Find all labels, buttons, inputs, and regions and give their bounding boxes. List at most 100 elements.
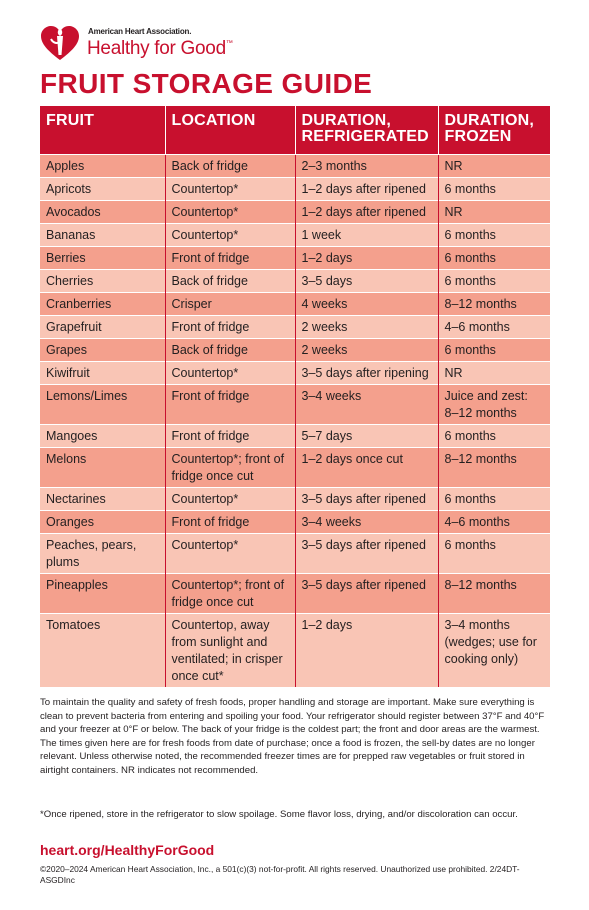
cell-refrigerated: 5–7 days: [294, 424, 438, 448]
table-row: Berries Front of fridge 1–2 days 6 months: [40, 246, 550, 270]
cell-refrigerated: 3–5 days after ripened: [294, 487, 438, 511]
cell-refrigerated: 3–4 weeks: [294, 510, 438, 534]
cell-location: Countertop, away from sunlight and venti…: [164, 613, 295, 687]
table-row: Cranberries Crisper 4 weeks 8–12 months: [40, 292, 550, 316]
header-fruit: FRUIT: [40, 106, 165, 155]
cell-fruit: Grapefruit: [40, 315, 165, 339]
cell-location: Front of fridge: [164, 510, 295, 534]
cell-location: Front of fridge: [164, 315, 295, 339]
cell-fruit: Apricots: [40, 177, 165, 201]
cell-frozen: 6 months: [437, 487, 550, 511]
table-row: Grapes Back of fridge 2 weeks 6 months: [40, 338, 550, 362]
cell-refrigerated: 1–2 days: [294, 246, 438, 270]
cell-frozen: 6 months: [437, 177, 550, 201]
cell-frozen: 6 months: [437, 246, 550, 270]
cell-location: Back of fridge: [164, 338, 295, 362]
cell-fruit: Bananas: [40, 223, 165, 247]
cell-location: Back of fridge: [164, 269, 295, 293]
cell-location: Countertop*: [164, 200, 295, 224]
cell-frozen: 8–12 months: [437, 292, 550, 316]
header-refrigerated: DURATION, REFRIGERATED: [294, 106, 438, 155]
cell-fruit: Avocados: [40, 200, 165, 224]
cell-refrigerated: 3–5 days after ripened: [294, 573, 438, 614]
cell-refrigerated: 1–2 days: [294, 613, 438, 687]
brand-name: Healthy for Good™: [87, 38, 233, 59]
table-row: Apricots Countertop* 1–2 days after ripene…: [40, 177, 550, 201]
cell-location: Countertop*; front of fridge once cut: [164, 447, 295, 488]
cell-refrigerated: 2 weeks: [294, 315, 438, 339]
table-row: Mangoes Front of fridge 5–7 days 6 months: [40, 424, 550, 448]
cell-fruit: Peaches, pears, plums: [40, 533, 165, 574]
cell-frozen: Juice and zest: 8–12 months: [437, 384, 550, 425]
org-name: American Heart Association.: [88, 27, 192, 36]
storage-note: To maintain the quality and safety of fr…: [40, 697, 545, 776]
cell-refrigerated: 4 weeks: [294, 292, 438, 316]
cell-fruit: Mangoes: [40, 424, 165, 448]
table-row: Melons Countertop*; front of fridge once …: [40, 447, 550, 488]
table-row: Tomatoes Countertop, away from sunlight a…: [40, 613, 550, 687]
cell-refrigerated: 2 weeks: [294, 338, 438, 362]
table-row: Peaches, pears, plums Countertop* 3–5 days…: [40, 533, 550, 574]
cell-frozen: NR: [437, 200, 550, 224]
website-link[interactable]: heart.org/HealthyForGood: [40, 842, 215, 858]
cell-frozen: 6 months: [437, 338, 550, 362]
copyright: ©2020–2024 American Heart Association, I…: [40, 864, 520, 885]
cell-refrigerated: 3–5 days after ripened: [294, 533, 438, 574]
table-row: Cherries Back of fridge 3–5 days 6 months: [40, 269, 550, 293]
cell-refrigerated: 1 week: [294, 223, 438, 247]
cell-fruit: Melons: [40, 447, 165, 488]
cell-frozen: NR: [437, 361, 550, 385]
cell-frozen: 6 months: [437, 424, 550, 448]
table-row: Avocados Countertop* 1–2 days after ripene…: [40, 200, 550, 224]
cell-fruit: Tomatoes: [40, 613, 165, 687]
cell-location: Countertop*: [164, 533, 295, 574]
table-row: Grapefruit Front of fridge 2 weeks 4–6 mont…: [40, 315, 550, 339]
page-title: FRUIT STORAGE GUIDE: [40, 68, 373, 99]
cell-fruit: Berries: [40, 246, 165, 270]
cell-fruit: Pineapples: [40, 573, 165, 614]
cell-location: Countertop*: [164, 487, 295, 511]
cell-refrigerated: 3–5 days: [294, 269, 438, 293]
header-frozen: DURATION, FROZEN: [437, 106, 550, 155]
cell-refrigerated: 3–5 days after ripening: [294, 361, 438, 385]
cell-location: Front of fridge: [164, 384, 295, 425]
cell-fruit: Grapes: [40, 338, 165, 362]
cell-refrigerated: 1–2 days after ripened: [294, 177, 438, 201]
cell-refrigerated: 2–3 months: [294, 154, 438, 178]
cell-fruit: Oranges: [40, 510, 165, 534]
cell-location: Front of fridge: [164, 246, 295, 270]
cell-fruit: Cherries: [40, 269, 165, 293]
cell-frozen: 8–12 months: [437, 447, 550, 488]
cell-fruit: Nectarines: [40, 487, 165, 511]
cell-refrigerated: 3–4 weeks: [294, 384, 438, 425]
cell-frozen: 6 months: [437, 269, 550, 293]
cell-fruit: Lemons/Limes: [40, 384, 165, 425]
cell-frozen: NR: [437, 154, 550, 178]
table-row: Apples Back of fridge 2–3 months NR: [40, 154, 550, 178]
cell-location: Crisper: [164, 292, 295, 316]
footnote: *Once ripened, store in the refrigerator…: [40, 809, 518, 820]
table-row: Kiwifruit Countertop* 3–5 days after ripen…: [40, 361, 550, 385]
table-header-row: FRUIT LOCATION DURATION, REFRIGERATED DUR…: [40, 106, 550, 155]
table-row: Bananas Countertop* 1 week 6 months: [40, 223, 550, 247]
cell-frozen: 6 months: [437, 223, 550, 247]
cell-location: Countertop*: [164, 177, 295, 201]
table-row: Nectarines Countertop* 3–5 days after ripe…: [40, 487, 550, 511]
cell-location: Back of fridge: [164, 154, 295, 178]
trademark-mark: ™: [225, 40, 233, 47]
cell-refrigerated: 1–2 days after ripened: [294, 200, 438, 224]
fruit-storage-table: FRUIT LOCATION DURATION, REFRIGERATED DUR…: [40, 106, 550, 687]
cell-frozen: 8–12 months: [437, 573, 550, 614]
table-row: Lemons/Limes Front of fridge 3–4 weeks Juic…: [40, 384, 550, 425]
heart-torch-icon: [41, 26, 79, 60]
cell-frozen: 4–6 months: [437, 315, 550, 339]
cell-frozen: 3–4 months (wedges; use for cooking only…: [437, 613, 550, 687]
cell-fruit: Kiwifruit: [40, 361, 165, 385]
table-row: Oranges Front of fridge 3–4 weeks 4–6 month…: [40, 510, 550, 534]
table-row: Pineapples Countertop*; front of fridge o…: [40, 573, 550, 614]
cell-fruit: Apples: [40, 154, 165, 178]
cell-location: Countertop*: [164, 223, 295, 247]
cell-location: Countertop*; front of fridge once cut: [164, 573, 295, 614]
brand-logo: American Heart Association. Healthy for …: [40, 24, 240, 64]
cell-refrigerated: 1–2 days once cut: [294, 447, 438, 488]
